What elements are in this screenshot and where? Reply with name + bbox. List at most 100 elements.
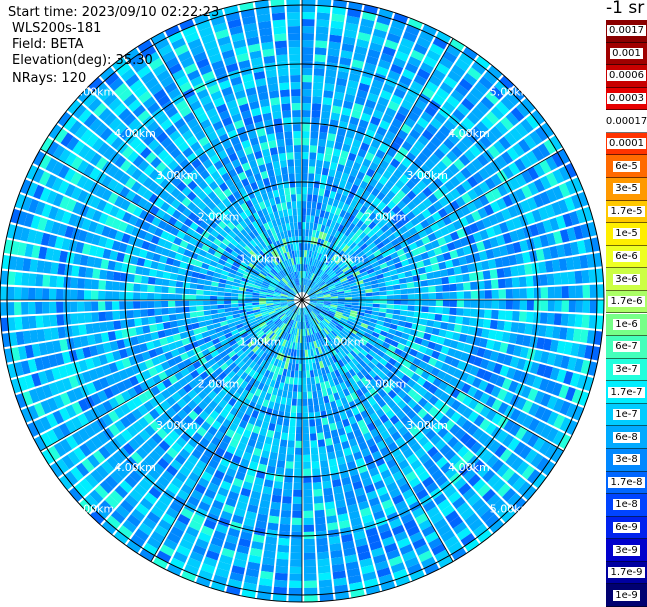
- radar-cell: [412, 482, 425, 494]
- radar-cell: [562, 213, 573, 228]
- radar-cell: [400, 415, 411, 426]
- radar-cell: [434, 277, 443, 285]
- radar-cell: [183, 275, 192, 283]
- radar-cell: [287, 294, 295, 298]
- radar-cell: [508, 254, 518, 266]
- radar-cell: [240, 228, 248, 237]
- radar-cell: [64, 325, 73, 338]
- radar-cell: [260, 216, 267, 225]
- radar-cell: [144, 492, 158, 505]
- radar-cell: [165, 257, 175, 266]
- radar-cell: [350, 310, 358, 315]
- radar-cell: [360, 410, 369, 419]
- radar-cell: [421, 87, 435, 99]
- radar-cell: [355, 332, 364, 339]
- radar-cell: [441, 276, 450, 285]
- radar-cell: [138, 160, 150, 172]
- radar-cell: [201, 71, 215, 82]
- radar-cell: [134, 85, 148, 98]
- radar-cell: [316, 19, 330, 28]
- radar-cell: [302, 307, 305, 315]
- radar-cell: [374, 456, 386, 467]
- radar-cell: [274, 381, 280, 389]
- radar-cell: [195, 352, 205, 360]
- radar-cell: [147, 308, 155, 317]
- radar-cell: [440, 529, 455, 543]
- radar-cell: [187, 180, 198, 191]
- radar-cell: [180, 352, 189, 361]
- radar-cell: [154, 173, 166, 185]
- radar-cell: [161, 50, 176, 63]
- radar-cell: [205, 319, 214, 326]
- radar-cell: [329, 261, 336, 268]
- radar-cell: [531, 209, 542, 223]
- radar-cell: [296, 307, 300, 314]
- radar-cell: [557, 199, 569, 214]
- radar-cell: [140, 309, 148, 317]
- radar-cell: [419, 453, 431, 465]
- radar-cell: [462, 316, 471, 326]
- radar-cell: [437, 499, 451, 512]
- radar-cell: [315, 516, 326, 525]
- radar-cell: [553, 414, 566, 429]
- radar-cell: [382, 83, 395, 94]
- radar-cell: [504, 132, 517, 146]
- radar-cell: [325, 278, 332, 284]
- radar-cell: [400, 37, 415, 49]
- radar-cell: [293, 489, 302, 497]
- radar-cell: [172, 69, 186, 81]
- radar-cell: [415, 544, 430, 556]
- radar-cell: [163, 538, 178, 551]
- radar-cell: [310, 447, 319, 455]
- radar-cell: [239, 155, 248, 165]
- radar-cell: [496, 234, 506, 246]
- radar-cell: [260, 323, 268, 330]
- radar-cell: [329, 287, 337, 291]
- radar-cell: [170, 187, 181, 199]
- radar-cell: [293, 475, 302, 483]
- radar-cell: [378, 233, 388, 242]
- radar-cell: [392, 494, 405, 505]
- radar-cell: [508, 380, 519, 393]
- radar-cell: [442, 284, 450, 292]
- radar-cell: [303, 264, 306, 272]
- radar-cell: [182, 25, 197, 37]
- radar-cell: [245, 234, 253, 242]
- radar-cell: [103, 146, 116, 160]
- radar-cell: [227, 370, 236, 379]
- radar-cell: [267, 355, 273, 364]
- radar-cell: [147, 293, 155, 300]
- radar-cell: [160, 166, 172, 178]
- radar-cell: [317, 390, 323, 398]
- radar-cell: [385, 107, 397, 118]
- radar-cell: [79, 478, 94, 493]
- radar-cell: [388, 328, 397, 335]
- radar-cell: [112, 291, 120, 300]
- radar-cell: [302, 215, 306, 223]
- radar-cell: [299, 271, 301, 279]
- radar-cell: [519, 300, 527, 311]
- radar-cell: [211, 420, 222, 430]
- radar-cell: [290, 82, 301, 90]
- radar-cell: [332, 98, 343, 107]
- radar-cell: [354, 247, 363, 255]
- radar-cell: [229, 438, 239, 448]
- radar-cell: [312, 362, 317, 370]
- radar-cell: [137, 197, 148, 209]
- radar-cell: [427, 232, 437, 242]
- radar-cell: [148, 181, 159, 193]
- radar-cell: [339, 57, 352, 66]
- radar-cell: [265, 536, 277, 545]
- radar-cell: [132, 59, 148, 73]
- radar-cell: [195, 507, 208, 519]
- radar-cell: [272, 111, 282, 120]
- radar-cell: [510, 322, 519, 333]
- radar-cell: [254, 477, 264, 486]
- radar-cell: [308, 304, 315, 309]
- radar-cell: [302, 124, 310, 132]
- radar-cell: [347, 79, 359, 89]
- radar-cell: [331, 556, 344, 566]
- radar-cell: [267, 289, 275, 293]
- radar-cell: [309, 320, 313, 328]
- radar-cell: [319, 181, 327, 190]
